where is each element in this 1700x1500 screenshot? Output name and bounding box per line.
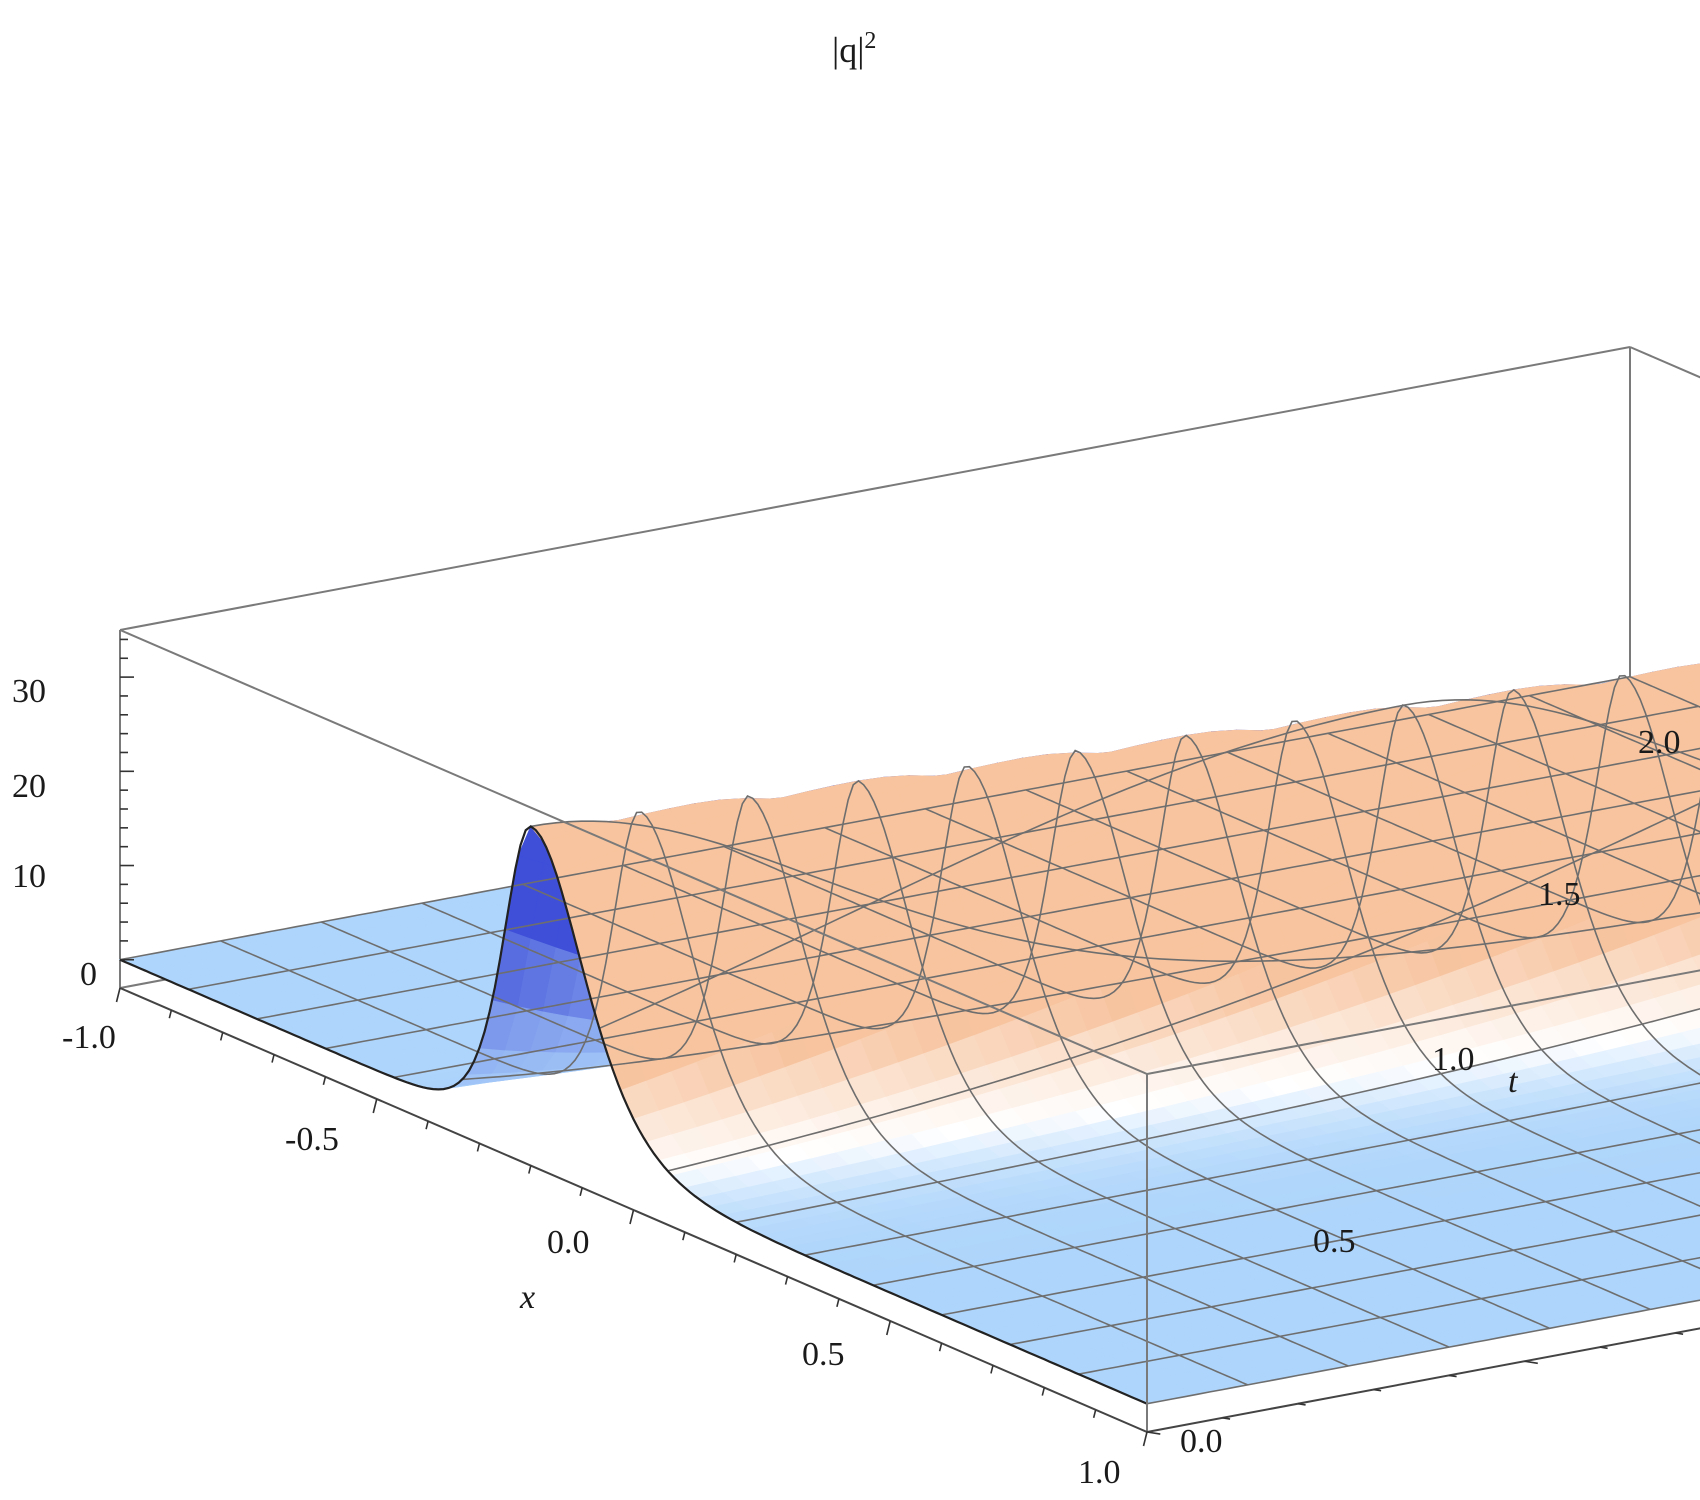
t-tick-label: 0.0	[1180, 1423, 1223, 1460]
t-tick-mark	[1297, 1402, 1306, 1406]
mesh-line-x	[1078, 1256, 1700, 1375]
x-tick-mark	[528, 1165, 532, 1174]
mesh-line-x	[462, 874, 1700, 1081]
t-tick-mark	[1599, 1346, 1608, 1350]
surface-mesh	[118, 663, 1700, 1405]
axis-ticks	[115, 638, 1684, 1447]
x-tick-mark	[271, 1054, 275, 1063]
z-tick-label: 30	[12, 673, 46, 710]
mesh-line-x	[1146, 1299, 1700, 1405]
z-tick-label: 20	[12, 768, 46, 805]
t-axis-title: t	[1508, 1063, 1519, 1100]
t-tick-mark	[1675, 1332, 1684, 1335]
x-tick-mark	[322, 1076, 327, 1085]
mesh-line-t	[1226, 751, 1700, 924]
x-axis-title: x	[519, 1279, 535, 1316]
mesh-line-t	[522, 765, 1551, 1330]
x-tick-mark	[476, 1143, 481, 1152]
x-tick-label: 1.0	[1078, 1454, 1121, 1491]
mesh-line-t	[824, 720, 1700, 1207]
x-tick-mark	[629, 1209, 635, 1225]
x-tick-mark	[1092, 1409, 1097, 1418]
t-tick-mark	[1146, 1431, 1161, 1435]
mesh-line-x	[598, 698, 1700, 1030]
x-tick-mark	[372, 1098, 378, 1114]
x-tick-mark	[885, 1320, 892, 1336]
z-axis-title: |q|2	[832, 28, 876, 70]
mesh-line-t	[723, 734, 1700, 1270]
x-tick-mark	[1142, 1431, 1148, 1447]
t-tick-mark	[1222, 1417, 1231, 1420]
mesh-line-x	[1009, 1214, 1700, 1346]
x-tick-label: -0.5	[285, 1121, 339, 1158]
x-tick-mark	[682, 1232, 686, 1241]
t-tick-label: 0.5	[1313, 1223, 1356, 1260]
mesh-line-x	[188, 705, 1699, 991]
x-tick-mark	[784, 1276, 789, 1285]
t-tick-label: 2.0	[1638, 724, 1681, 761]
t-tick-mark	[1373, 1388, 1382, 1392]
t-tick-label: 1.5	[1538, 876, 1581, 913]
box-edge	[119, 629, 1148, 1075]
box-edge	[119, 346, 1631, 631]
t-tick-mark	[1524, 1360, 1538, 1365]
x-tick-label: 0.5	[802, 1336, 845, 1373]
t-tick-label: 1.0	[1432, 1041, 1475, 1078]
mesh-line-x	[119, 675, 1631, 961]
mesh-line-t	[1428, 713, 1700, 833]
z-tick-label: 10	[12, 858, 46, 895]
mesh-line-x	[530, 820, 1700, 963]
x-tick-mark	[219, 1032, 224, 1041]
x-tick-mark	[1041, 1387, 1046, 1396]
mesh-line-x	[804, 1082, 1700, 1256]
mesh-line-x	[393, 832, 1700, 1079]
mesh-line-t	[1327, 732, 1700, 895]
mesh-line-t	[1025, 688, 1700, 1076]
surface-front-edge	[119, 825, 1148, 1405]
x-tick-label: -1.0	[62, 1019, 116, 1056]
box-edge	[1146, 1327, 1700, 1433]
x-tick-mark	[733, 1254, 737, 1263]
t-tick-mark	[1448, 1374, 1457, 1378]
mesh-line-x	[256, 747, 1700, 1020]
x-tick-mark	[938, 1343, 943, 1352]
mesh-line-x	[667, 802, 1700, 1172]
mesh-line-x	[872, 1128, 1700, 1287]
box-edge	[1146, 969, 1700, 1075]
x-tick-mark	[115, 987, 121, 1003]
x-tick-label: 0.0	[547, 1224, 590, 1261]
mesh-line-t	[1126, 674, 1700, 939]
x-tick-mark	[168, 1010, 173, 1019]
mesh-line-t	[220, 811, 1249, 1386]
x-tick-mark	[990, 1365, 994, 1374]
x-tick-mark	[425, 1121, 429, 1130]
mesh-line-x	[325, 790, 1700, 1050]
mesh-line-x	[941, 1171, 1700, 1316]
x-tick-mark	[836, 1298, 840, 1307]
x-tick-mark	[579, 1187, 583, 1196]
z-tick-label: 0	[80, 956, 97, 993]
mesh-line-t	[421, 779, 1450, 1348]
mesh-line-x	[736, 1008, 1700, 1223]
